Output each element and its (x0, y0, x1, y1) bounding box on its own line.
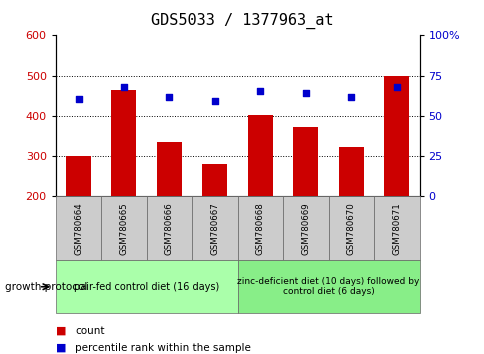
Point (211, 98, 218, 103)
Text: ■: ■ (56, 326, 66, 336)
Point (120, 84, 128, 89)
Point (256, 88, 264, 94)
Text: ■: ■ (56, 343, 66, 353)
Text: GSM780664: GSM780664 (74, 202, 83, 255)
Text: GSM780666: GSM780666 (165, 202, 174, 255)
Text: GSM780671: GSM780671 (392, 202, 400, 255)
Bar (202, 164, 227, 196)
Text: GSM780668: GSM780668 (256, 202, 264, 255)
Text: GSM780667: GSM780667 (210, 202, 219, 255)
Text: pair-fed control diet (16 days): pair-fed control diet (16 days) (74, 282, 219, 292)
Bar (383, 76, 408, 196)
Bar (338, 147, 363, 196)
Bar (111, 90, 136, 196)
Point (347, 94, 354, 100)
Text: GSM780665: GSM780665 (119, 202, 128, 255)
Point (392, 84, 400, 89)
Text: percentile rank within the sample: percentile rank within the sample (75, 343, 251, 353)
Bar (247, 115, 272, 196)
Text: GDS5033 / 1377963_at: GDS5033 / 1377963_at (151, 12, 333, 29)
Text: growth protocol: growth protocol (5, 282, 87, 292)
Text: count: count (75, 326, 105, 336)
Point (75, 96, 82, 102)
Point (302, 90, 309, 96)
Bar (293, 127, 318, 196)
Bar (157, 142, 182, 196)
Point (165, 94, 173, 99)
Bar (66, 156, 91, 196)
Text: GSM780669: GSM780669 (301, 202, 310, 255)
Text: zinc-deficient diet (10 days) followed by
control diet (6 days): zinc-deficient diet (10 days) followed b… (237, 277, 419, 296)
Text: GSM780670: GSM780670 (346, 202, 355, 255)
